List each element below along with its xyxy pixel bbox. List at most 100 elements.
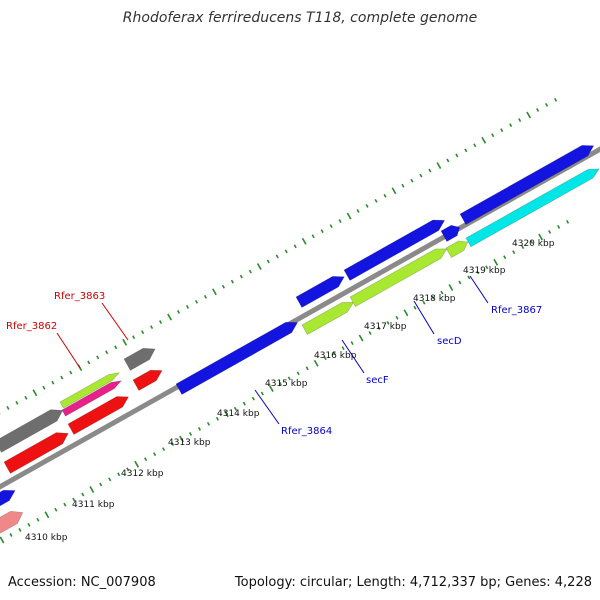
inner-tick bbox=[72, 497, 76, 502]
kbp-label: 4318 kbp bbox=[413, 294, 456, 304]
gene-label-rfer-3862: Rfer_3862 bbox=[6, 321, 57, 332]
outer-tick bbox=[329, 224, 333, 229]
inner-tick bbox=[512, 250, 516, 255]
outer-tick-ring bbox=[0, 97, 558, 415]
gene-label-secd: secD bbox=[437, 336, 462, 347]
inner-tick bbox=[18, 527, 22, 532]
leader-line bbox=[254, 389, 280, 425]
outer-tick bbox=[526, 111, 532, 119]
inner-tick bbox=[81, 492, 85, 497]
kbp-label: 4317 kbp bbox=[364, 322, 407, 332]
outer-tick bbox=[311, 234, 315, 239]
inner-tick bbox=[503, 255, 507, 260]
inner-tick bbox=[386, 320, 390, 325]
outer-tick bbox=[159, 320, 163, 324]
kbp-label: 4314 kbp bbox=[217, 409, 260, 419]
inner-tick bbox=[242, 401, 246, 406]
outer-tick bbox=[428, 168, 432, 173]
outer-tick bbox=[365, 203, 369, 208]
outer-tick bbox=[518, 118, 522, 122]
outer-tick bbox=[481, 136, 487, 144]
inner-tick bbox=[521, 245, 525, 250]
inner-tick bbox=[296, 371, 300, 376]
inner-tick bbox=[134, 460, 140, 468]
outer-tick bbox=[374, 198, 378, 203]
inner-tick bbox=[117, 472, 121, 477]
inner-tick bbox=[0, 536, 5, 544]
inner-tick bbox=[323, 356, 327, 361]
outer-tick bbox=[536, 108, 540, 112]
outer-tick bbox=[96, 355, 100, 360]
outer-tick bbox=[446, 158, 450, 163]
leader-line bbox=[56, 332, 81, 369]
inner-tick bbox=[99, 482, 103, 487]
gene-features bbox=[0, 145, 600, 534]
outer-tick bbox=[239, 274, 243, 279]
inner-tick bbox=[251, 396, 255, 401]
inner-tick bbox=[485, 265, 489, 270]
gene-lime bbox=[445, 240, 469, 258]
genome-backbone bbox=[0, 146, 600, 490]
outer-tick bbox=[42, 385, 46, 390]
inner-tick bbox=[206, 421, 211, 426]
outer-tick bbox=[338, 219, 342, 223]
inner-tick bbox=[54, 507, 58, 512]
inner-tick bbox=[268, 385, 274, 392]
inner-tick bbox=[278, 381, 282, 386]
outer-tick bbox=[230, 279, 234, 284]
outer-tick bbox=[391, 187, 397, 195]
kbp-label: 4316 kbp bbox=[314, 351, 357, 361]
outer-tick bbox=[51, 380, 55, 385]
gene-red bbox=[3, 432, 69, 474]
outer-tick bbox=[554, 97, 558, 102]
outer-tick bbox=[122, 338, 128, 346]
inner-tick bbox=[313, 359, 319, 367]
gene-blue bbox=[0, 489, 16, 507]
gene-blue bbox=[295, 276, 345, 308]
inner-tick bbox=[395, 315, 399, 320]
inner-tick bbox=[63, 502, 67, 507]
outer-tick bbox=[32, 389, 38, 397]
outer-tick bbox=[69, 370, 73, 375]
inner-tick bbox=[197, 426, 202, 431]
inner-tick bbox=[467, 275, 471, 280]
kbp-label: 4310 kbp bbox=[25, 533, 68, 543]
outer-tick bbox=[24, 395, 28, 400]
outer-tick bbox=[346, 212, 352, 220]
kbp-label: 4312 kbp bbox=[121, 469, 164, 479]
outer-tick bbox=[185, 304, 190, 309]
gene-secf bbox=[301, 302, 355, 335]
inner-tick bbox=[538, 233, 544, 241]
outer-tick bbox=[60, 375, 64, 380]
outer-tick bbox=[509, 123, 513, 128]
outer-tick bbox=[491, 133, 495, 138]
inner-tick bbox=[350, 341, 354, 345]
inner-tick bbox=[377, 325, 381, 330]
kbp-label: 4313 kbp bbox=[168, 438, 211, 448]
gene-label-rfer-3864: Rfer_3864 bbox=[281, 426, 332, 437]
gene-rfer-3864 bbox=[175, 321, 298, 395]
leader-line bbox=[101, 302, 129, 341]
inner-tick bbox=[530, 240, 534, 244]
genome-summary-text: Topology: circular; Length: 4,712,337 bp… bbox=[234, 575, 592, 590]
inner-tick bbox=[448, 284, 454, 291]
outer-tick bbox=[87, 360, 91, 365]
inner-tick bbox=[440, 290, 444, 295]
inner-tick bbox=[224, 410, 229, 418]
inner-tick bbox=[179, 435, 184, 443]
outer-tick bbox=[500, 128, 504, 133]
gene-gray bbox=[0, 409, 64, 453]
outer-tick bbox=[194, 299, 199, 304]
gene-label-rfer-3863: Rfer_3863 bbox=[54, 291, 105, 302]
kbp-label: 4319 kbp bbox=[463, 266, 506, 276]
gene-blue bbox=[343, 219, 446, 281]
gene-secd bbox=[349, 248, 448, 307]
inner-tick bbox=[493, 258, 499, 266]
gene-blue bbox=[459, 145, 595, 225]
outer-tick bbox=[176, 310, 181, 314]
gene-red bbox=[67, 396, 129, 435]
inner-tick bbox=[566, 219, 570, 224]
outer-tick bbox=[132, 335, 136, 340]
inner-tick bbox=[476, 270, 480, 275]
